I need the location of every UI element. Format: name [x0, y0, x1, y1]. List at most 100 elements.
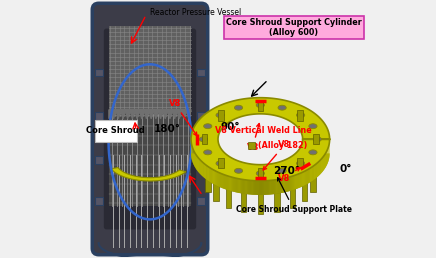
Polygon shape	[240, 162, 241, 176]
Bar	[95, 156, 102, 164]
Ellipse shape	[313, 137, 321, 142]
Polygon shape	[275, 163, 276, 177]
Bar	[241, 187, 246, 212]
Bar	[109, 26, 191, 116]
Polygon shape	[319, 161, 320, 175]
Polygon shape	[228, 176, 229, 190]
Polygon shape	[283, 160, 284, 175]
Polygon shape	[236, 160, 237, 174]
Polygon shape	[302, 172, 303, 187]
Polygon shape	[315, 164, 316, 179]
Polygon shape	[269, 180, 270, 195]
Text: Core Shroud: Core Shroud	[86, 126, 145, 135]
Polygon shape	[289, 177, 290, 191]
Bar	[202, 134, 208, 144]
Bar	[248, 142, 255, 149]
Polygon shape	[223, 174, 224, 189]
Polygon shape	[276, 180, 277, 194]
Polygon shape	[211, 169, 212, 183]
Polygon shape	[198, 157, 199, 172]
Polygon shape	[218, 172, 220, 187]
Text: 270°: 270°	[273, 166, 300, 176]
Polygon shape	[258, 165, 259, 179]
Polygon shape	[232, 158, 233, 173]
Bar	[95, 69, 102, 76]
Polygon shape	[252, 181, 253, 195]
Polygon shape	[307, 169, 309, 184]
Bar	[95, 112, 102, 120]
Bar	[297, 158, 303, 168]
Polygon shape	[226, 175, 227, 190]
Polygon shape	[229, 176, 230, 191]
Ellipse shape	[235, 105, 243, 110]
Bar	[218, 110, 224, 121]
Bar	[205, 166, 211, 192]
Text: V8 Vertical Weld Line: V8 Vertical Weld Line	[215, 126, 311, 135]
Text: V8: V8	[263, 140, 290, 170]
Polygon shape	[294, 175, 295, 190]
Polygon shape	[229, 157, 230, 171]
Text: 180°: 180°	[154, 124, 181, 134]
Polygon shape	[239, 179, 240, 193]
Polygon shape	[252, 164, 253, 178]
Bar	[225, 182, 231, 208]
Bar	[198, 69, 205, 76]
Polygon shape	[213, 170, 214, 184]
Polygon shape	[294, 154, 295, 169]
Polygon shape	[299, 173, 300, 188]
Polygon shape	[289, 158, 290, 172]
Polygon shape	[266, 181, 268, 195]
Polygon shape	[279, 179, 281, 193]
Bar	[297, 110, 303, 121]
Polygon shape	[272, 164, 273, 178]
Polygon shape	[197, 156, 198, 171]
Ellipse shape	[199, 137, 208, 142]
Bar	[198, 197, 205, 205]
Polygon shape	[272, 180, 273, 194]
Polygon shape	[269, 164, 270, 178]
Polygon shape	[290, 177, 291, 191]
Bar	[274, 187, 280, 212]
Polygon shape	[266, 164, 267, 179]
FancyBboxPatch shape	[104, 29, 196, 229]
Ellipse shape	[296, 113, 305, 118]
Polygon shape	[209, 167, 210, 182]
Polygon shape	[282, 179, 283, 193]
Polygon shape	[225, 175, 226, 189]
Polygon shape	[227, 176, 228, 190]
Polygon shape	[291, 176, 292, 191]
Polygon shape	[301, 172, 302, 187]
Polygon shape	[323, 156, 324, 171]
Ellipse shape	[256, 103, 265, 108]
Ellipse shape	[216, 113, 224, 118]
Bar	[258, 101, 263, 111]
Ellipse shape	[256, 171, 265, 176]
Text: Core Shroud Support Cylinder
(Alloy 600): Core Shroud Support Cylinder (Alloy 600)	[226, 18, 361, 37]
Polygon shape	[241, 179, 242, 194]
Polygon shape	[259, 165, 260, 179]
Bar	[302, 175, 307, 201]
Polygon shape	[233, 178, 235, 192]
Polygon shape	[217, 172, 218, 186]
Bar	[310, 166, 316, 192]
Polygon shape	[317, 163, 318, 177]
Text: 90°: 90°	[220, 122, 240, 132]
Polygon shape	[255, 181, 257, 195]
Polygon shape	[280, 162, 281, 176]
Polygon shape	[271, 180, 272, 195]
Polygon shape	[206, 165, 207, 180]
FancyBboxPatch shape	[95, 120, 137, 142]
Polygon shape	[268, 164, 269, 178]
Ellipse shape	[309, 124, 317, 129]
Polygon shape	[247, 180, 249, 194]
Polygon shape	[257, 181, 258, 195]
Polygon shape	[245, 163, 246, 177]
Polygon shape	[254, 181, 255, 195]
Polygon shape	[227, 155, 228, 169]
Polygon shape	[306, 170, 307, 185]
Polygon shape	[250, 164, 251, 178]
Bar	[198, 112, 205, 120]
Polygon shape	[312, 166, 313, 181]
Polygon shape	[311, 167, 312, 182]
Polygon shape	[268, 181, 269, 195]
